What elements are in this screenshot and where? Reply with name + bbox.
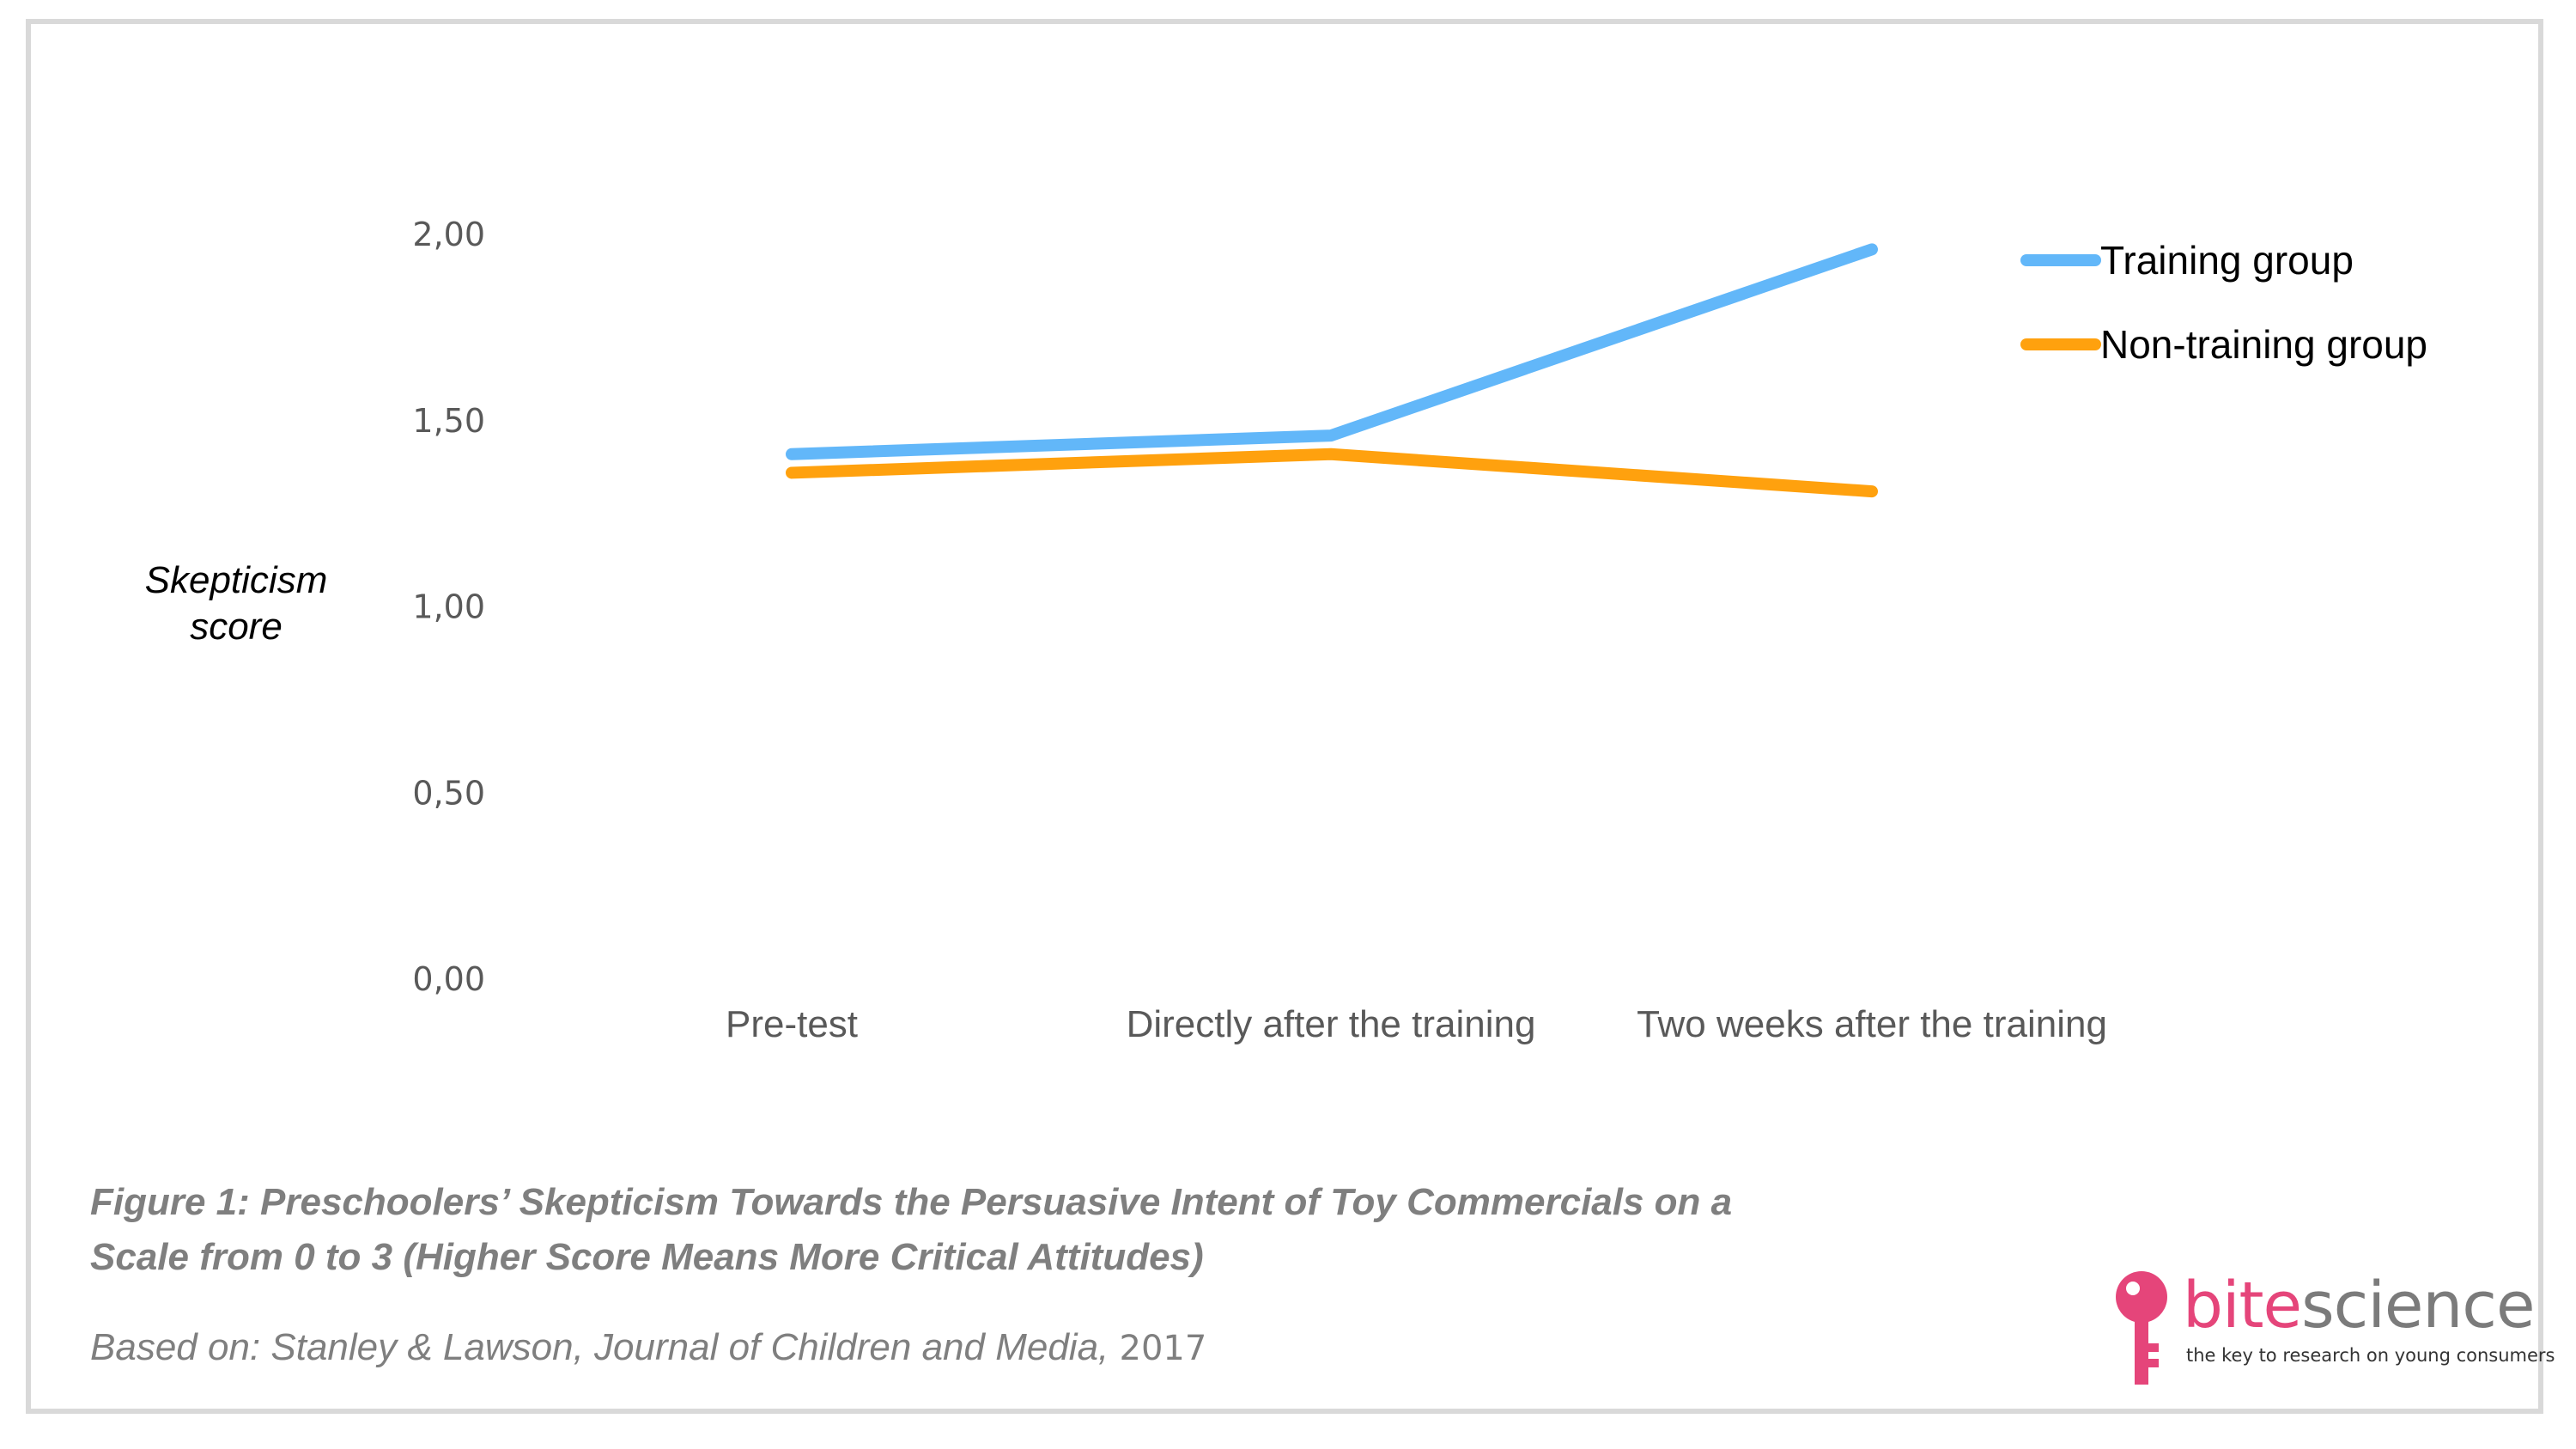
legend-label: Non-training group	[2100, 322, 2427, 367]
y-tick-label: 1,50	[412, 402, 485, 440]
key-icon	[2116, 1271, 2167, 1385]
y-axis-label-line1: Skepticism	[145, 559, 328, 601]
caption-line-2: Scale from 0 to 3 (Higher Score Means Mo…	[90, 1236, 1204, 1278]
logo-wordmark: bitescience	[2183, 1269, 2536, 1342]
series-line	[786, 243, 1878, 460]
line-chart: 0,00 0,50 1,00 1,50 2,00 Pre-test Directly af…	[145, 216, 2427, 1045]
y-tick-label: 2,00	[412, 216, 485, 253]
x-category-label: Two weeks after the training	[1637, 1003, 2107, 1045]
source-year: 2017	[1119, 1329, 1207, 1368]
y-tick-label: 0,50	[412, 774, 485, 812]
y-tick-label: 0,00	[412, 960, 485, 998]
x-category-label: Directly after the training	[1127, 1003, 1536, 1045]
bitescience-logo: bitescience the key to research on young…	[2112, 1269, 2555, 1390]
logo-word-bite: bite	[2183, 1269, 2302, 1342]
y-axis-label-line2: score	[190, 606, 283, 648]
x-axis-categories: Pre-test Directly after the training Two w…	[726, 1003, 2107, 1045]
figure-caption: Figure 1: Preschoolers’ Skepticism Towar…	[90, 1175, 1893, 1285]
figure-frame	[26, 19, 2543, 1414]
y-axis-ticks: 0,00 0,50 1,00 1,50 2,00	[412, 216, 485, 998]
source-text: Based on: Stanley & Lawson, Journal of C…	[90, 1326, 1109, 1368]
logo-word-science: science	[2301, 1269, 2535, 1342]
legend: Training group Non-training group	[2020, 238, 2427, 367]
source-citation: Based on: Stanley & Lawson, Journal of C…	[90, 1326, 1206, 1369]
x-category-label: Pre-test	[726, 1003, 858, 1045]
logo-tagline: the key to research on young consumers	[2186, 1345, 2555, 1366]
legend-label: Training group	[2100, 238, 2354, 283]
series-lines	[786, 243, 1878, 498]
caption-line-1: Figure 1: Preschoolers’ Skepticism Towar…	[90, 1181, 1733, 1223]
y-tick-label: 1,00	[412, 588, 485, 626]
series-line	[786, 447, 1878, 498]
